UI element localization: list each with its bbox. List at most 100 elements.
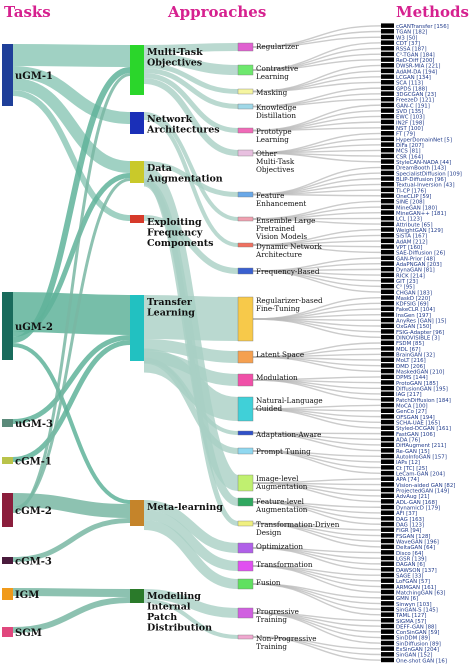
method-label: TGAN [182] <box>395 30 427 36</box>
method-textual-inversion-43: Textual-Inversion [43] <box>381 181 455 189</box>
method-label: IAPs [12] <box>396 460 420 466</box>
sub-approach-label-line: Non-Progressive <box>256 634 317 643</box>
method-label: DeltaGAN [64] <box>396 545 435 551</box>
method-svd-135: SVD [135] <box>381 108 423 115</box>
method-label: Ct [TC] [25] <box>396 466 427 472</box>
method-iag-217: IAG [217] <box>381 391 422 398</box>
method-diffusiongan-195: DiffusionGAN [195] <box>381 385 448 393</box>
method-kdfsig-69: KDFSIG [69] <box>381 300 429 308</box>
sub-approach-label-line: Image-level <box>256 474 299 483</box>
method-label: DiFa [207] <box>396 143 424 149</box>
sub-approach-node-bar <box>237 149 254 157</box>
method-node-bar <box>381 374 394 380</box>
sub-method-link <box>252 583 382 610</box>
method-node-bar <box>381 402 394 408</box>
method-node-bar <box>381 114 394 119</box>
method-label: OFSGAN [194] <box>396 415 435 421</box>
sub-method-link <box>252 59 382 71</box>
method-wavegan-196: WaveGAN [196] <box>381 538 439 545</box>
method-label: RICK [214] <box>396 273 425 279</box>
method-node-bar <box>381 74 394 79</box>
sub-approach-label-line: Objectives <box>256 165 295 174</box>
sub-approach-node-bar <box>237 447 254 455</box>
method-node-bar <box>381 629 394 634</box>
method-label: AdAM [212] <box>396 239 428 245</box>
method-cdt-37: CDT [37] <box>381 40 420 47</box>
method-node-bar <box>381 470 394 476</box>
method-difa-207: DiFa [207] <box>381 142 424 149</box>
method-dag-123: DAG [123] <box>381 521 424 528</box>
approach-sub-link <box>143 53 239 75</box>
sub-approach-contrastive-learning: Contrastive Learning <box>237 64 298 81</box>
method-label: LCGAN [134] <box>396 75 431 81</box>
method-sine-208: SINE [208] <box>381 198 425 206</box>
method-node-bar <box>381 153 394 159</box>
method-patchdiffusion-184: PatchDiffusion [184] <box>381 397 451 404</box>
approach-sub-link <box>143 180 239 526</box>
method-label: CSR [164] <box>396 154 423 160</box>
method-c-tgan-184: C³-TGAN [184] <box>381 51 435 58</box>
method-node-bar <box>381 80 394 85</box>
method-label: MoCA [100] <box>396 404 428 410</box>
sub-method-link <box>252 193 382 197</box>
approach-sub-link <box>143 112 239 221</box>
method-node-bar <box>381 244 394 249</box>
task-approach-link <box>12 518 131 562</box>
method-node-bar <box>381 23 394 28</box>
method-label: MatchingGAN [63] <box>396 590 445 596</box>
sub-approach-node-bar <box>237 64 254 76</box>
method-node-bar <box>381 227 394 232</box>
sub-approach-label-line: Prototype <box>256 127 292 136</box>
approach-label-line: Meta-learning <box>147 502 223 513</box>
sub-approach-progressive-training: Progressive Training <box>237 607 299 624</box>
method-node-bar <box>381 431 394 436</box>
method-deff-gan-88: DEFF-GAN [88] <box>381 623 437 630</box>
method-node-bar <box>381 397 394 402</box>
method-mdl-67: MDL [67] <box>381 346 421 353</box>
method-node-bar <box>381 618 394 623</box>
method-label: Styled-DCGAN [161] <box>396 426 451 432</box>
method-node-bar <box>381 164 394 170</box>
sub-approach-label-line: Fusion <box>256 578 281 587</box>
approach-label-line: Transfer <box>147 297 193 308</box>
method-node-bar <box>381 504 394 510</box>
approach-sub-link <box>143 357 239 454</box>
sub-approach-label: Latent Space <box>256 350 304 359</box>
method-ofsgan-194: OFSGAN [194] <box>381 414 435 421</box>
sub-approach-label: Adaptation-Aware <box>255 430 321 439</box>
method-iaps-12: IAPs [12] <box>381 459 420 466</box>
method-node-bar <box>381 300 394 306</box>
method-specialistdiffusion-109: SpecialistDiffusion [109] <box>381 170 462 177</box>
method-node-bar <box>381 108 394 113</box>
method-autoinfogan-157: AutoInfoGAN [157] <box>381 453 447 461</box>
approach-sub-link <box>143 43 239 53</box>
task-links <box>12 44 131 633</box>
sub-approach-node-bar <box>237 520 254 527</box>
method-gpds-188: GPDS [188] <box>381 85 427 92</box>
method-node-bar <box>381 272 394 278</box>
sub-approach-node-bar <box>237 560 254 572</box>
method-label: BLIP-Diffusion [96] <box>396 177 446 183</box>
tasks-header: Tasks <box>4 3 51 21</box>
method-label: MCS [81] <box>396 149 421 155</box>
method-label: ProjectedGAN [149] <box>396 488 449 494</box>
sub-approach-label-line: Architecture <box>255 250 302 259</box>
method-label: AFI [37] <box>396 511 417 517</box>
sub-approach-label-line: Transformation <box>256 560 313 569</box>
sub-approach-prototype-learning: Prototype Learning <box>237 127 292 144</box>
method-node-bar <box>381 136 394 142</box>
method-label: Attribute [65] <box>396 222 433 228</box>
method-sinddm-89: SinDDM [89] <box>381 635 430 642</box>
method-label: One-shot GAN [16] <box>396 658 447 664</box>
approach-label-line: Network <box>147 114 193 125</box>
approach-label: Modelling Internal Patch Distribution <box>147 591 212 634</box>
method-node-bar <box>381 357 394 363</box>
sub-method-link <box>252 313 382 320</box>
sub-approach-label: Transformation-Driven Design <box>256 520 340 537</box>
method-label: DAG [163] <box>396 517 424 523</box>
sub-approach-label: Other Multi-Task Objectives <box>256 149 295 174</box>
method-braingan-32: BrainGAN [32] <box>381 351 435 359</box>
method-node-bar <box>381 521 394 527</box>
method-node-bar <box>381 453 394 459</box>
